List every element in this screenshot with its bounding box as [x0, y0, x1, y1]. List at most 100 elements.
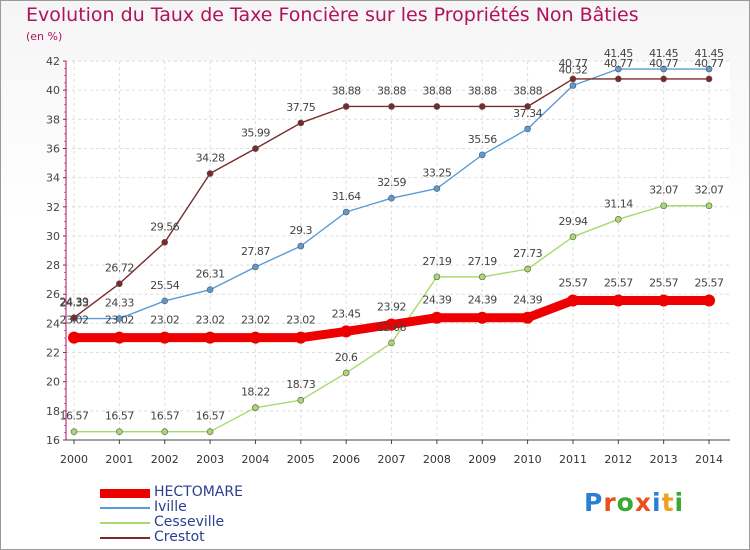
data-label: 27.19	[422, 255, 451, 268]
data-label: 25.57	[604, 276, 633, 289]
x-tick-label: 2008	[423, 453, 451, 466]
x-tick-label: 2013	[650, 453, 678, 466]
data-label: 37.75	[286, 101, 315, 114]
data-point-iville	[116, 315, 123, 322]
proxiti-logo: Proxiti	[584, 488, 684, 517]
y-tick-label: 40	[46, 84, 60, 97]
data-point-crestot	[206, 170, 214, 177]
data-point-iville	[433, 185, 441, 192]
chart-unit: (en %)	[26, 30, 63, 43]
logo-letter: t	[661, 488, 675, 517]
data-label: 31.14	[604, 197, 633, 210]
data-point-iville	[297, 242, 305, 250]
data-label: 23.92	[377, 301, 406, 314]
data-label: 29.56	[150, 220, 179, 233]
data-point-cesseville	[615, 216, 622, 223]
data-point-crestot	[660, 75, 667, 83]
data-point-hectomare	[68, 331, 80, 344]
data-label: 27.19	[468, 255, 497, 268]
data-point-hectomare	[249, 331, 262, 344]
x-tick-label: 2003	[196, 453, 224, 466]
data-label: 24.39	[513, 294, 542, 307]
data-label: 40.77	[558, 57, 587, 70]
data-label: 26.72	[105, 262, 134, 275]
data-label: 37.34	[513, 107, 542, 120]
data-label: 16.57	[105, 410, 134, 423]
data-point-iville	[388, 194, 395, 202]
y-tick-label: 26	[46, 288, 60, 301]
data-point-cesseville	[388, 339, 395, 347]
data-point-iville	[660, 65, 667, 73]
logo-letter: P	[584, 488, 604, 517]
data-point-hectomare	[340, 325, 353, 338]
x-tick-label: 2007	[378, 453, 406, 466]
y-tick-label: 16	[46, 434, 60, 447]
data-label: 25.57	[558, 276, 587, 289]
y-tick-label: 32	[46, 201, 60, 214]
data-label: 40.32	[558, 63, 587, 76]
data-label: 38.88	[468, 84, 497, 97]
data-point-crestot	[342, 103, 350, 110]
data-point-cesseville	[252, 404, 259, 411]
data-point-hectomare	[385, 318, 398, 331]
data-point-hectomare	[476, 311, 489, 324]
y-tick-label: 34	[46, 172, 60, 185]
data-label: 25.57	[649, 276, 678, 289]
data-label: 41.45	[695, 47, 724, 60]
data-point-crestot	[478, 103, 486, 110]
legend-label: Crestot	[154, 529, 205, 545]
legend-swatch	[100, 522, 150, 524]
data-label: 23.02	[196, 314, 225, 327]
data-point-hectomare	[158, 331, 171, 344]
data-point-iville	[478, 151, 486, 159]
x-tick-label: 2005	[287, 453, 315, 466]
logo-letter: x	[634, 488, 652, 517]
data-point-cesseville	[70, 428, 78, 435]
data-point-cesseville	[524, 265, 531, 273]
data-label: 25.54	[150, 279, 179, 292]
logo-letter: i	[652, 488, 662, 517]
data-point-crestot	[252, 145, 259, 152]
y-tick-label: 30	[46, 230, 60, 243]
x-tick-label: 2002	[151, 453, 179, 466]
data-label: 31.64	[332, 190, 361, 203]
data-label: 33.25	[422, 167, 451, 180]
plot-area	[66, 61, 730, 440]
data-point-iville	[252, 263, 259, 271]
data-point-crestot	[569, 75, 577, 83]
data-point-crestot	[161, 239, 169, 246]
data-point-hectomare	[521, 311, 534, 324]
data-point-crestot	[433, 103, 441, 110]
data-label: 23.02	[150, 314, 179, 327]
data-label: 32.07	[649, 184, 678, 197]
data-point-crestot	[70, 314, 78, 321]
data-point-crestot	[297, 119, 305, 127]
y-tick-label: 22	[46, 347, 60, 360]
data-point-hectomare	[294, 331, 307, 344]
data-label: 16.57	[60, 410, 89, 423]
data-label: 26.31	[196, 268, 225, 281]
data-point-cesseville	[206, 428, 214, 435]
data-label: 23.02	[241, 314, 270, 327]
data-label: 35.56	[468, 133, 497, 146]
data-label: 29.94	[558, 215, 587, 228]
data-label: 41.45	[649, 47, 678, 60]
x-tick-label: 2009	[468, 453, 496, 466]
data-label: 23.02	[286, 314, 315, 327]
data-point-cesseville	[116, 428, 123, 435]
data-label: 23.02	[105, 314, 134, 327]
data-point-cesseville	[705, 202, 713, 210]
data-label: 23.02	[60, 314, 89, 327]
data-point-iville	[705, 65, 713, 73]
data-label: 24.33	[105, 297, 134, 310]
data-label: 41.45	[604, 47, 633, 60]
y-tick-label: 18	[46, 405, 60, 418]
data-label: 29.3	[290, 224, 313, 237]
y-tick-label: 20	[46, 376, 60, 389]
x-tick-label: 2006	[332, 453, 360, 466]
x-tick-label: 2010	[514, 453, 542, 466]
data-label: 38.88	[513, 84, 542, 97]
data-label: 23.45	[332, 307, 361, 320]
data-point-crestot	[116, 280, 123, 288]
